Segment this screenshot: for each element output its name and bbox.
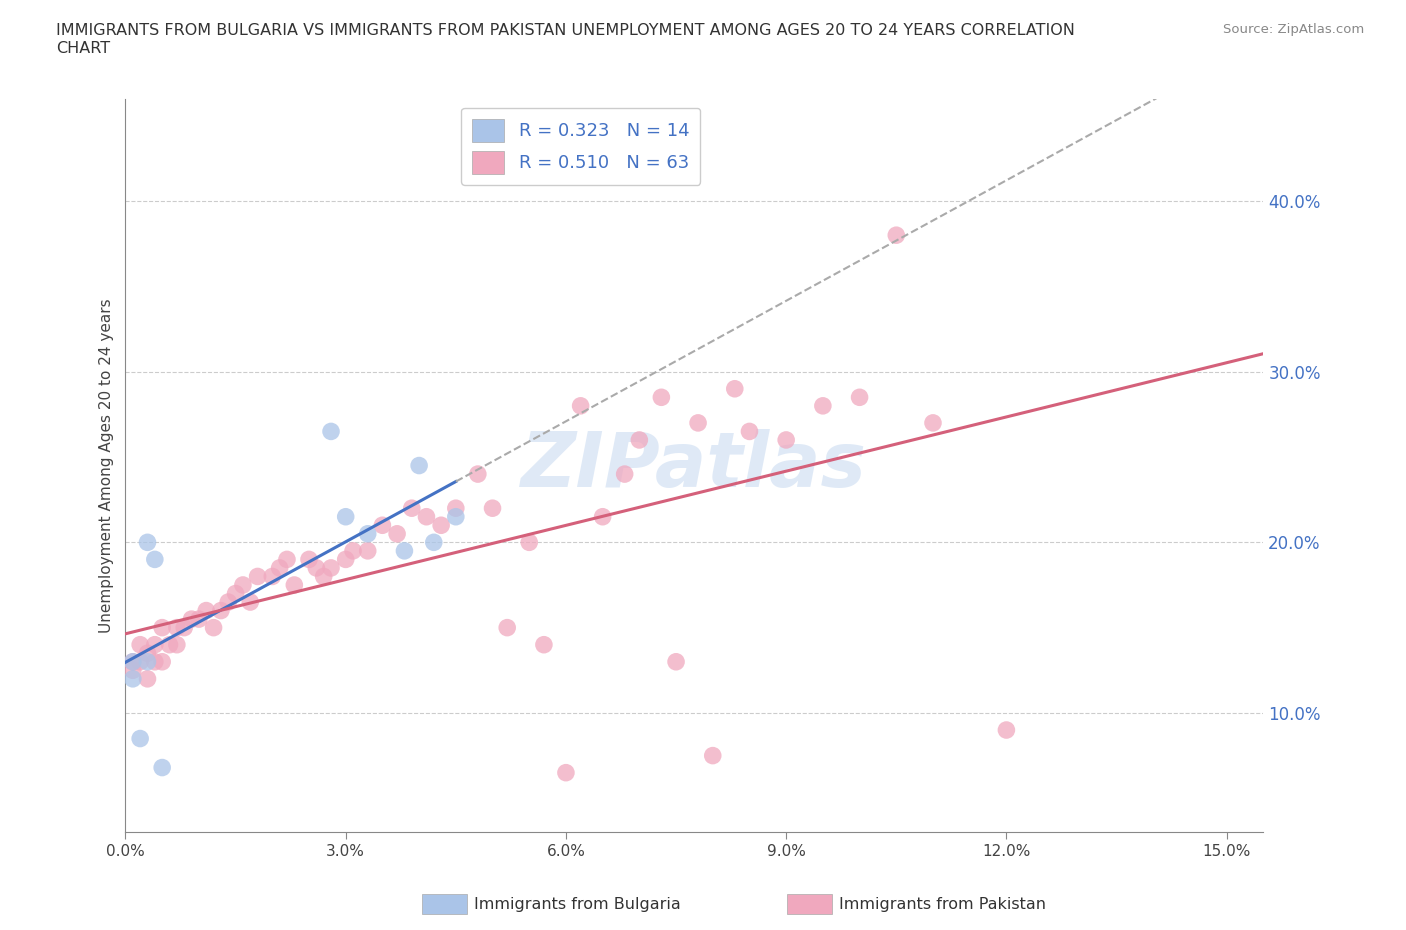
- Point: [665, 655, 688, 670]
- Point: [481, 500, 503, 515]
- Point: [136, 671, 159, 686]
- Point: [686, 416, 709, 431]
- Point: [150, 620, 173, 635]
- Legend: R = 0.323   N = 14, R = 0.510   N = 63: R = 0.323 N = 14, R = 0.510 N = 63: [461, 108, 700, 185]
- Point: [401, 500, 423, 515]
- Point: [335, 551, 357, 566]
- Point: [246, 569, 269, 584]
- Point: [775, 432, 797, 447]
- Point: [121, 655, 143, 670]
- Point: [298, 551, 321, 566]
- Point: [357, 543, 380, 558]
- Point: [922, 416, 945, 431]
- Point: [319, 561, 342, 576]
- Point: [180, 612, 202, 627]
- Point: [650, 390, 672, 405]
- Text: Immigrants from Pakistan: Immigrants from Pakistan: [839, 897, 1046, 912]
- Point: [136, 655, 159, 670]
- Point: [276, 551, 298, 566]
- Point: [195, 604, 218, 618]
- Y-axis label: Unemployment Among Ages 20 to 24 years: Unemployment Among Ages 20 to 24 years: [100, 299, 114, 632]
- Point: [166, 637, 188, 652]
- Point: [592, 510, 614, 525]
- Point: [517, 535, 540, 550]
- Point: [385, 526, 408, 541]
- Text: IMMIGRANTS FROM BULGARIA VS IMMIGRANTS FROM PAKISTAN UNEMPLOYMENT AMONG AGES 20 : IMMIGRANTS FROM BULGARIA VS IMMIGRANTS F…: [56, 23, 1076, 56]
- Point: [305, 561, 328, 576]
- Text: ZIPatlas: ZIPatlas: [522, 429, 868, 502]
- Point: [555, 765, 578, 780]
- Point: [143, 637, 166, 652]
- Point: [232, 578, 254, 592]
- Point: [724, 381, 747, 396]
- Point: [738, 424, 761, 439]
- Point: [269, 561, 291, 576]
- Point: [467, 467, 489, 482]
- Point: [136, 645, 159, 660]
- Point: [262, 569, 284, 584]
- Text: Source: ZipAtlas.com: Source: ZipAtlas.com: [1223, 23, 1364, 36]
- Point: [150, 760, 173, 775]
- Point: [136, 535, 159, 550]
- Point: [202, 620, 225, 635]
- Point: [357, 526, 380, 541]
- Point: [239, 594, 262, 609]
- Point: [121, 671, 143, 686]
- Point: [995, 723, 1018, 737]
- Point: [496, 620, 519, 635]
- Point: [569, 398, 592, 413]
- Point: [394, 543, 416, 558]
- Point: [702, 748, 724, 763]
- Point: [121, 663, 143, 678]
- Point: [430, 518, 453, 533]
- Point: [628, 432, 651, 447]
- Point: [811, 398, 834, 413]
- Point: [129, 637, 152, 652]
- Point: [217, 594, 239, 609]
- Point: [415, 510, 437, 525]
- Point: [444, 500, 467, 515]
- Point: [848, 390, 870, 405]
- Point: [121, 655, 143, 670]
- Point: [129, 655, 152, 670]
- Point: [143, 551, 166, 566]
- Point: [159, 637, 181, 652]
- Point: [423, 535, 446, 550]
- Point: [283, 578, 305, 592]
- Point: [143, 655, 166, 670]
- Point: [335, 510, 357, 525]
- Point: [613, 467, 636, 482]
- Point: [533, 637, 555, 652]
- Point: [312, 569, 335, 584]
- Point: [173, 620, 195, 635]
- Point: [371, 518, 394, 533]
- Point: [319, 424, 342, 439]
- Point: [342, 543, 364, 558]
- Point: [884, 228, 907, 243]
- Point: [444, 510, 467, 525]
- Text: Immigrants from Bulgaria: Immigrants from Bulgaria: [474, 897, 681, 912]
- Point: [209, 604, 232, 618]
- Point: [129, 731, 152, 746]
- Point: [408, 458, 430, 473]
- Point: [187, 612, 209, 627]
- Point: [166, 620, 188, 635]
- Point: [150, 655, 173, 670]
- Point: [225, 586, 247, 601]
